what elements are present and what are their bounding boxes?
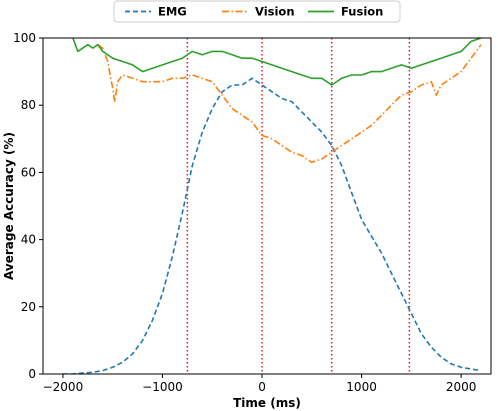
legend-label-emg: EMG: [158, 5, 187, 19]
legend-frame: [113, 0, 401, 23]
y-tick-label: 40: [21, 233, 36, 247]
series-layer: [62, 38, 482, 374]
x-tick-label: 1000: [346, 380, 377, 394]
y-axis-label: Average Accuracy (%): [2, 132, 16, 280]
y-tick-label: 60: [21, 165, 36, 179]
x-axis: −2000 −1000 0 1000 2000: [43, 374, 477, 394]
x-tick-label: −2000: [43, 380, 84, 394]
series-line-fusion: [72, 38, 482, 86]
series-line-emg: [62, 77, 482, 374]
y-tick-label: 80: [21, 98, 36, 112]
plot-frame: [42, 37, 492, 375]
y-axis: 0 20 40 60 80 100: [13, 31, 43, 381]
legend-label-fusion: Fusion: [341, 5, 383, 19]
y-tick-label: 20: [21, 300, 36, 314]
legend: EMG Vision Fusion: [113, 0, 401, 23]
x-axis-label: Time (ms): [233, 396, 301, 410]
x-tick-label: 0: [258, 380, 266, 394]
reference-vlines: [186, 38, 411, 374]
y-tick-label: 0: [28, 367, 36, 381]
legend-label-vision: Vision: [255, 5, 295, 19]
x-tick-label: 2000: [446, 380, 477, 394]
x-tick-label: −1000: [142, 380, 183, 394]
series-line-vision: [97, 44, 482, 164]
y-tick-label: 100: [13, 31, 36, 45]
